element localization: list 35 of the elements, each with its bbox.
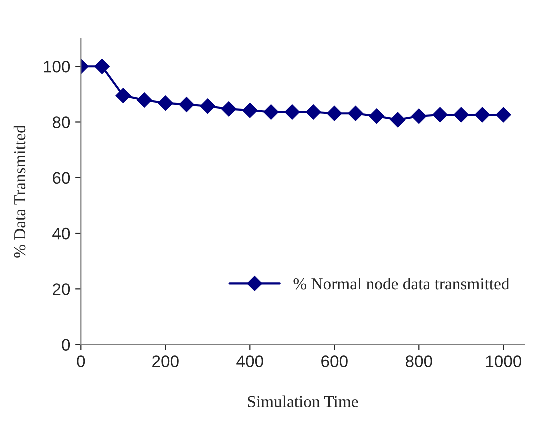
point (136, 92, 152, 108)
point (390, 112, 406, 128)
x-tick-label: 0 (77, 356, 86, 368)
x-tick-label: 800 (406, 356, 432, 368)
x-tick-label: 400 (236, 356, 264, 368)
y-tick-label: 20 (53, 284, 70, 296)
point (221, 102, 237, 117)
point (432, 107, 448, 123)
legend-label: % Normal node data transmitted (294, 278, 510, 290)
point (200, 98, 216, 114)
point (348, 106, 364, 122)
point (179, 97, 194, 112)
x-axis-title: Simulation Time (248, 396, 358, 408)
x-tick-label: 1000 (486, 356, 522, 368)
point (242, 102, 258, 118)
point (412, 108, 427, 124)
point (369, 108, 384, 124)
point (306, 104, 322, 120)
point (264, 104, 279, 120)
y-tick-label: 40 (52, 228, 70, 240)
point (454, 107, 469, 123)
x-tick-label: 600 (322, 356, 348, 368)
y-axis-title: % Data Transmitted (14, 125, 26, 258)
y-tick-label: 80 (52, 116, 70, 128)
y-tick-label: 60 (53, 172, 70, 184)
point (496, 107, 512, 123)
y-tick-label: 100 (44, 61, 70, 73)
point (474, 107, 490, 123)
point (327, 106, 342, 122)
point (94, 59, 110, 74)
point (284, 104, 300, 120)
point (116, 88, 131, 104)
x-tick-label: 200 (152, 356, 179, 368)
point (158, 96, 174, 111)
y-tick-label: 0 (62, 339, 70, 352)
